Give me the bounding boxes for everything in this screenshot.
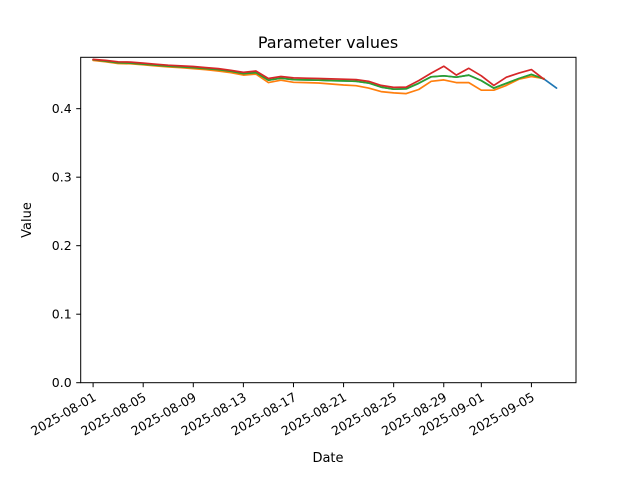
plot-frame: [80, 56, 577, 384]
y-axis-ticks: 0.0 0.1 0.2 0.3 0.4: [52, 101, 81, 390]
chart-title: Parameter values: [258, 33, 398, 52]
x-axis-label: Date: [312, 451, 343, 466]
series-line-green: [92, 58, 545, 91]
y-axis-label: Value: [20, 202, 35, 238]
y-tick-label: 0.0: [52, 375, 72, 390]
series-line-red: [92, 58, 545, 89]
series-lines: [92, 58, 558, 95]
y-tick-label: 0.2: [52, 238, 72, 253]
y-tick-label: 0.1: [52, 307, 72, 322]
y-tick-label: 0.3: [52, 170, 72, 185]
y-tick-label: 0.4: [52, 101, 72, 116]
